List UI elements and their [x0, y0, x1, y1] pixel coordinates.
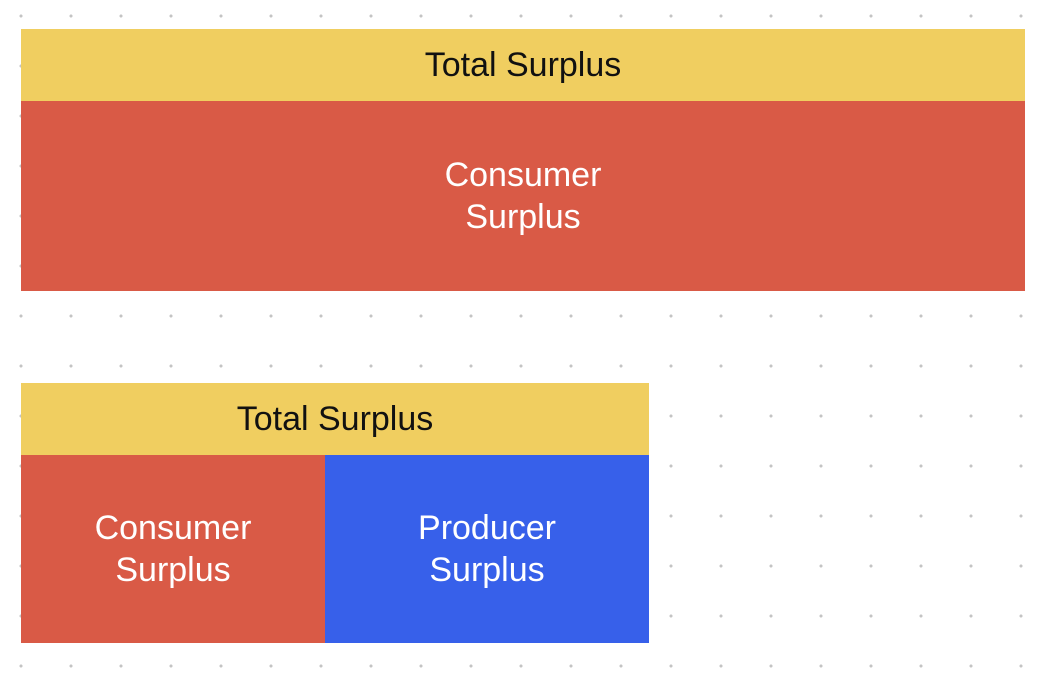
surplus-diagram-bottom: Total Surplus Consumer Surplus Producer …	[21, 383, 649, 643]
producer-surplus-label: Producer Surplus	[418, 509, 556, 589]
total-surplus-bar: Total Surplus	[21, 29, 1025, 101]
consumer-surplus-label: Consumer Surplus	[94, 509, 252, 589]
producer-surplus-block: Producer Surplus	[325, 455, 649, 643]
surplus-breakdown-row: Consumer Surplus Producer Surplus	[21, 455, 649, 643]
total-surplus-label: Total Surplus	[236, 399, 434, 438]
total-surplus-bar: Total Surplus	[21, 383, 649, 455]
consumer-surplus-label: Consumer Surplus	[444, 156, 602, 236]
consumer-surplus-block: Consumer Surplus	[21, 455, 325, 643]
surplus-breakdown-row: Consumer Surplus	[21, 101, 1025, 291]
total-surplus-label: Total Surplus	[424, 45, 622, 84]
consumer-surplus-block: Consumer Surplus	[21, 101, 1025, 291]
surplus-diagram-top: Total Surplus Consumer Surplus	[21, 29, 1025, 291]
